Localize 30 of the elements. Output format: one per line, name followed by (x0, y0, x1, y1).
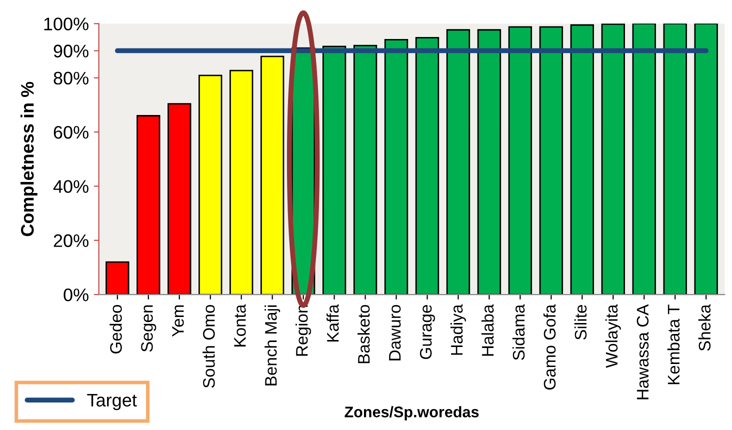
y-axis-title: Completness in % (20, 82, 38, 236)
x-tick-label: Hadiya (450, 304, 466, 355)
x-axis-title: Zones/Sp.woredas (344, 406, 479, 420)
y-tick-label: 100% (44, 18, 88, 30)
x-tick-label: Basketo (358, 304, 370, 364)
x-tick-label: Segen (141, 305, 156, 352)
y-tick-label: 80% (54, 72, 88, 85)
x-tick-label: Sidama (512, 304, 525, 360)
x-tick-label: Wolayita (605, 304, 621, 368)
y-tick-label: 20% (54, 234, 88, 248)
y-tick-label: 0% (64, 288, 88, 302)
y-tick-label: 90% (54, 44, 88, 58)
x-tick-label: Kaffa (326, 304, 339, 342)
legend-label: Target (87, 394, 137, 410)
x-tick-label: Hawassa CA (636, 304, 649, 400)
x-tick-label: Gamo Gofa (543, 304, 556, 390)
x-tick-label: Bench Maji (264, 305, 280, 386)
x-tick-label: Dawuro (389, 304, 401, 360)
y-tick-label: 40% (53, 180, 88, 193)
y-tick-label: 60% (54, 126, 88, 139)
x-tick-label: Gurage (420, 305, 436, 360)
x-tick-label: Gedeo (110, 304, 122, 354)
x-tick-label: South Omo (202, 304, 215, 388)
x-tick-label: Yem (172, 305, 184, 337)
x-tick-label: Silite (574, 305, 587, 340)
x-tick-label: Region (296, 305, 312, 356)
x-tick-label: Sheka (698, 304, 711, 351)
x-tick-label: Halaba (481, 304, 494, 356)
x-tick-label: Kembata T (667, 304, 680, 384)
x-tick-label: Konta (234, 304, 246, 346)
